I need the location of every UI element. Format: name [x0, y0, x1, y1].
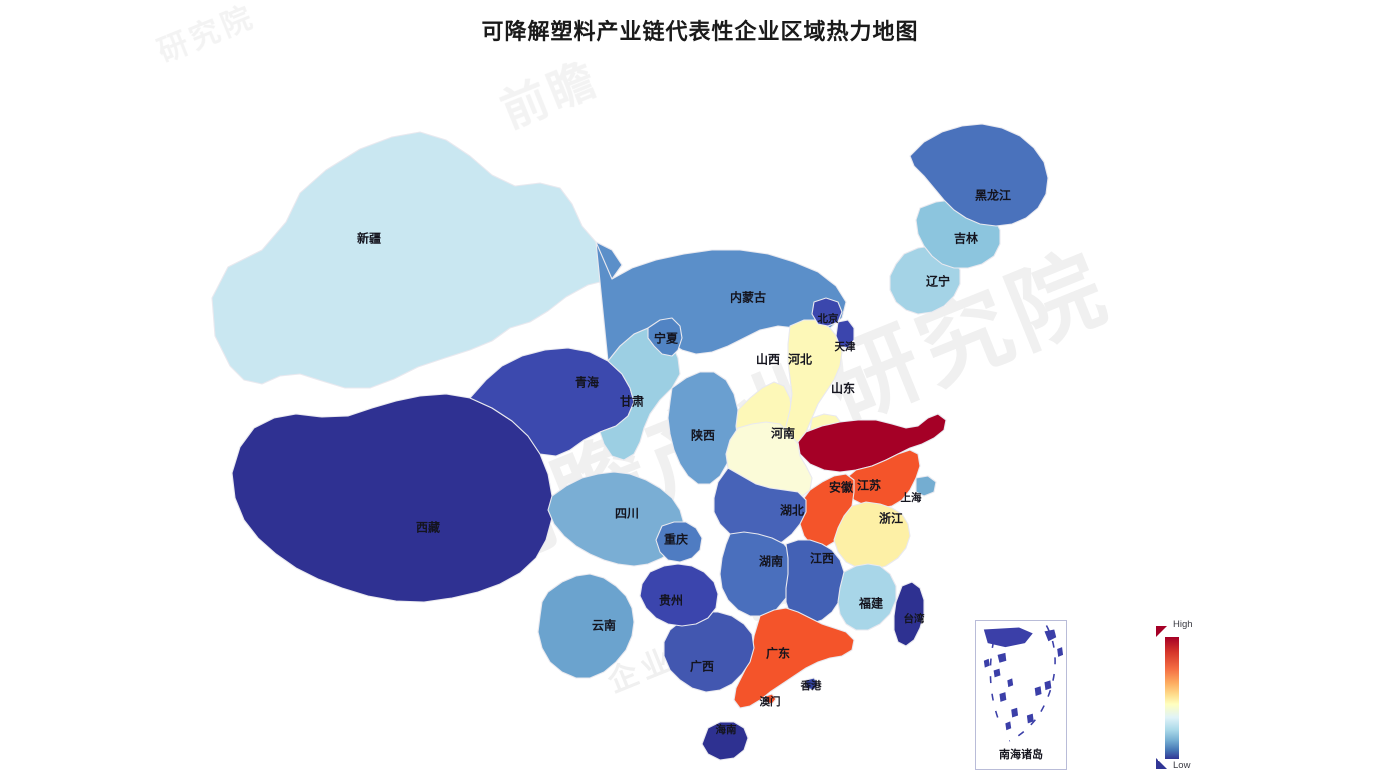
legend-low-label: Low — [1173, 760, 1191, 771]
province-label-河南: 河南 — [770, 426, 795, 441]
province-label-青海: 青海 — [575, 375, 599, 390]
province-label-新疆: 新疆 — [357, 231, 381, 246]
province-上海[interactable] — [915, 475, 937, 497]
province-label-云南: 云南 — [592, 618, 616, 633]
province-label-陕西: 陕西 — [691, 428, 715, 443]
island-shape — [1044, 680, 1052, 691]
province-label-安徽: 安徽 — [829, 480, 854, 495]
island-shape — [1044, 629, 1057, 642]
island-shape — [1034, 686, 1042, 696]
province-宁夏[interactable] — [647, 317, 683, 357]
province-澳门[interactable] — [765, 693, 777, 705]
province-香港[interactable] — [805, 677, 819, 691]
province-海南[interactable] — [701, 721, 749, 761]
province-label-海南: 海南 — [716, 723, 737, 736]
island-shape — [1026, 713, 1034, 724]
page-title: 可降解塑料产业链代表性企业区域热力地图 — [481, 20, 919, 45]
island-shape — [1007, 678, 1014, 688]
province-云南[interactable] — [537, 573, 635, 679]
maritime-boundary-line — [989, 641, 1003, 728]
province-山东[interactable] — [797, 413, 947, 473]
province-label-山西: 山西 — [756, 352, 780, 367]
province-label-吉林: 吉林 — [954, 231, 978, 246]
province-湖南[interactable] — [719, 531, 795, 617]
colorbar-gradient — [1164, 636, 1180, 760]
province-label-四川: 四川 — [615, 507, 639, 521]
province-广西[interactable] — [663, 611, 755, 693]
province-label-香港: 香港 — [800, 679, 822, 692]
province-label-福建: 福建 — [858, 596, 884, 611]
island-shape — [983, 658, 990, 668]
south-china-sea-inset: 南海诸岛 — [975, 620, 1067, 770]
province-label-上海: 上海 — [901, 491, 922, 504]
province-label-西藏: 西藏 — [416, 520, 440, 535]
province-label-广东: 广东 — [766, 646, 790, 661]
province-label-湖北: 湖北 — [780, 503, 804, 518]
province-天津[interactable] — [835, 319, 855, 349]
province-label-浙江: 浙江 — [879, 511, 903, 526]
province-label-江西: 江西 — [810, 551, 834, 566]
inset-svg — [983, 625, 1064, 742]
province-label-甘肃: 甘肃 — [620, 394, 644, 409]
island-shape — [1005, 721, 1012, 731]
province-重庆[interactable] — [655, 521, 703, 563]
province-label-内蒙古: 内蒙古 — [730, 290, 766, 305]
province-label-河北: 河北 — [787, 352, 812, 367]
province-湖北[interactable] — [713, 467, 807, 547]
province-label-广西: 广西 — [690, 659, 714, 674]
province-贵州[interactable] — [639, 563, 719, 627]
province-label-山东: 山东 — [831, 381, 855, 396]
province-西藏[interactable] — [231, 393, 553, 603]
legend-high-arrow-icon — [1156, 626, 1167, 637]
china-choropleth-map: 新疆西藏 青海甘肃 内蒙古宁夏陕西 山西 河北 北京天津山东河南江苏 安徽上海浙江 湖北湖南 江… — [0, 36, 1400, 782]
province-浙江[interactable] — [833, 501, 911, 571]
island-shape — [1057, 647, 1064, 657]
inset-label: 南海诸岛 — [999, 748, 1043, 761]
province-label-北京: 北京 — [818, 312, 839, 325]
province-label-天津: 天津 — [835, 340, 856, 353]
province-label-宁夏: 宁夏 — [654, 331, 679, 346]
legend-low-arrow-icon — [1156, 758, 1167, 769]
island-shape — [999, 692, 1007, 702]
province-黑龙江[interactable] — [909, 123, 1049, 227]
province-label-贵州: 贵州 — [659, 593, 683, 608]
province-台湾[interactable] — [893, 581, 925, 647]
colorbar-frame — [1158, 635, 1182, 761]
province-陕西[interactable] — [667, 371, 739, 485]
island-shape — [1011, 707, 1019, 718]
province-shapes — [211, 123, 1049, 761]
province-广东[interactable] — [733, 607, 855, 709]
province-label-江苏: 江苏 — [857, 478, 881, 493]
province-江西[interactable] — [785, 539, 845, 625]
inset-island-shapes — [983, 625, 1064, 742]
province-label-辽宁: 辽宁 — [926, 274, 950, 289]
province-label-台湾: 台湾 — [904, 612, 925, 625]
province-label-重庆: 重庆 — [664, 532, 688, 547]
island-shape — [993, 668, 1001, 678]
province-label-湖南: 湖南 — [759, 554, 783, 569]
province-内蒙古[interactable] — [595, 241, 847, 362]
province-label-澳门: 澳门 — [760, 695, 781, 708]
province-label-黑龙江: 黑龙江 — [975, 188, 1011, 203]
maritime-boundary-line — [1008, 625, 1056, 742]
province-福建[interactable] — [837, 563, 897, 631]
island-shape — [983, 627, 1033, 648]
legend-high-label: High — [1173, 619, 1193, 630]
island-shape — [997, 652, 1007, 663]
colorbar-legend: High Low — [1156, 619, 1226, 774]
